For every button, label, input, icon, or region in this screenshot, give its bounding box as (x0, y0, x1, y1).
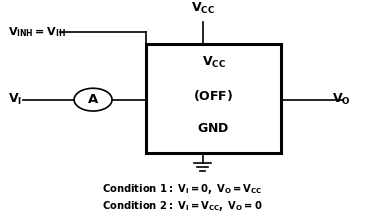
Text: $\mathbf{Condition\ 1:\ V_I = 0,\ V_O = V_{CC}}$: $\mathbf{Condition\ 1:\ V_I = 0,\ V_O = … (102, 182, 263, 196)
Circle shape (74, 88, 112, 111)
Text: $\mathbf{V_{INH} = V_{IH}}$: $\mathbf{V_{INH} = V_{IH}}$ (8, 25, 66, 39)
Text: $\mathbf{Condition\ 2:\ V_I = V_{CC},\ V_O = 0}$: $\mathbf{Condition\ 2:\ V_I = V_{CC},\ V… (102, 199, 263, 213)
Text: $\mathbf{(OFF)}$: $\mathbf{(OFF)}$ (193, 88, 234, 103)
Text: $\mathbf{GND}$: $\mathbf{GND}$ (197, 122, 230, 135)
Text: $\mathbf{V_{CC}}$: $\mathbf{V_{CC}}$ (201, 55, 226, 70)
Text: $\mathbf{V_O}$: $\mathbf{V_O}$ (332, 92, 350, 107)
FancyBboxPatch shape (146, 44, 281, 153)
Text: $\mathbf{V_{CC}}$: $\mathbf{V_{CC}}$ (191, 1, 215, 16)
Text: $\mathbf{V_I}$: $\mathbf{V_I}$ (8, 92, 22, 107)
Text: $\mathbf{A}$: $\mathbf{A}$ (87, 93, 99, 106)
